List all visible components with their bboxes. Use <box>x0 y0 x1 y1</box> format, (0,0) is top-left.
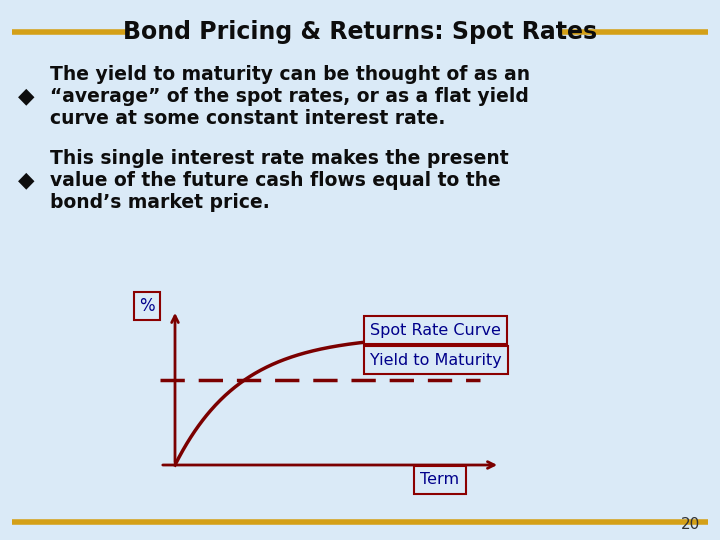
Text: %: % <box>139 297 155 315</box>
Text: 20: 20 <box>680 517 700 532</box>
Text: Yield to Maturity: Yield to Maturity <box>370 353 502 368</box>
Text: Spot Rate Curve: Spot Rate Curve <box>370 322 501 338</box>
Text: value of the future cash flows equal to the: value of the future cash flows equal to … <box>50 171 500 190</box>
Text: Bond Pricing & Returns: Spot Rates: Bond Pricing & Returns: Spot Rates <box>123 20 597 44</box>
Text: This single interest rate makes the present: This single interest rate makes the pres… <box>50 148 508 167</box>
Text: “average” of the spot rates, or as a flat yield: “average” of the spot rates, or as a fla… <box>50 86 529 105</box>
Text: ◆: ◆ <box>18 86 35 106</box>
Text: bond’s market price.: bond’s market price. <box>50 192 270 212</box>
Text: The yield to maturity can be thought of as an: The yield to maturity can be thought of … <box>50 64 530 84</box>
Text: Term: Term <box>420 472 459 488</box>
Text: ◆: ◆ <box>18 170 35 190</box>
Text: curve at some constant interest rate.: curve at some constant interest rate. <box>50 109 446 127</box>
